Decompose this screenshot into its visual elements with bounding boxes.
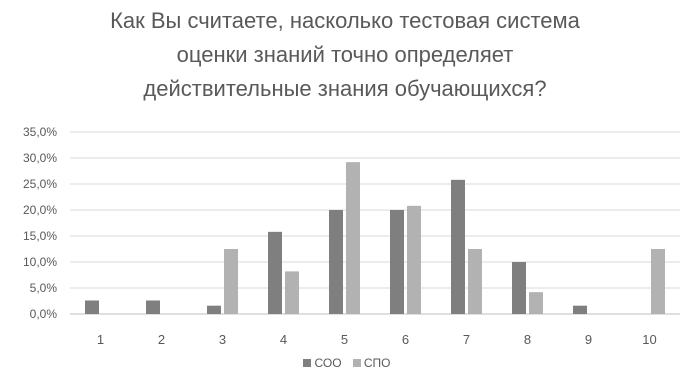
x-tick-label: 6 bbox=[402, 332, 409, 347]
x-tick-label: 8 bbox=[524, 332, 531, 347]
bar bbox=[390, 210, 404, 314]
y-tick-label: 30,0% bbox=[23, 151, 57, 165]
bar bbox=[346, 162, 360, 314]
bar bbox=[529, 292, 543, 314]
y-tick-label: 20,0% bbox=[23, 203, 57, 217]
y-tick-label: 15,0% bbox=[23, 229, 57, 243]
chart-title-line-1: Как Вы считаете, насколько тестовая сист… bbox=[110, 8, 580, 33]
bar bbox=[224, 249, 238, 314]
legend-swatch-series-1 bbox=[303, 359, 312, 367]
bar bbox=[512, 262, 526, 314]
chart-title: Как Вы считаете, насколько тестовая сист… bbox=[60, 4, 630, 106]
legend-swatch-series-2 bbox=[352, 359, 361, 367]
chart-title-line-2: оценки знаний точно определяет bbox=[176, 42, 514, 67]
y-tick-label: 25,0% bbox=[23, 177, 57, 191]
bar bbox=[207, 305, 221, 314]
y-tick-label: 0,0% bbox=[30, 307, 58, 321]
x-tick-label: 2 bbox=[158, 332, 165, 347]
x-tick-label: 5 bbox=[341, 332, 348, 347]
x-tick-label: 1 bbox=[97, 332, 104, 347]
x-tick-label: 10 bbox=[642, 332, 656, 347]
bar bbox=[573, 305, 587, 314]
bar bbox=[146, 300, 160, 314]
bar bbox=[468, 249, 482, 314]
chart-title-line-3: действительные знания обучающихся? bbox=[143, 76, 547, 101]
legend-label-series-2: СПО bbox=[363, 356, 391, 370]
x-tick-label: 4 bbox=[280, 332, 287, 347]
bar bbox=[407, 205, 421, 314]
y-tick-label: 35,0% bbox=[23, 125, 57, 139]
legend-label-series-1: СОО bbox=[314, 356, 342, 370]
x-tick-label: 9 bbox=[585, 332, 592, 347]
legend-item-series-2: СПО bbox=[352, 356, 391, 370]
x-tick-label: 3 bbox=[219, 332, 226, 347]
bar bbox=[85, 300, 99, 314]
y-tick-label: 5,0% bbox=[30, 281, 58, 295]
bar bbox=[329, 210, 343, 314]
bar bbox=[451, 179, 465, 314]
bar bbox=[651, 249, 665, 314]
bar bbox=[268, 231, 282, 314]
x-tick-label: 7 bbox=[463, 332, 470, 347]
y-tick-label: 10,0% bbox=[23, 255, 57, 269]
bar bbox=[285, 271, 299, 314]
chart-legend: СОО СПО bbox=[0, 356, 694, 370]
legend-item-series-1: СОО bbox=[303, 356, 342, 370]
